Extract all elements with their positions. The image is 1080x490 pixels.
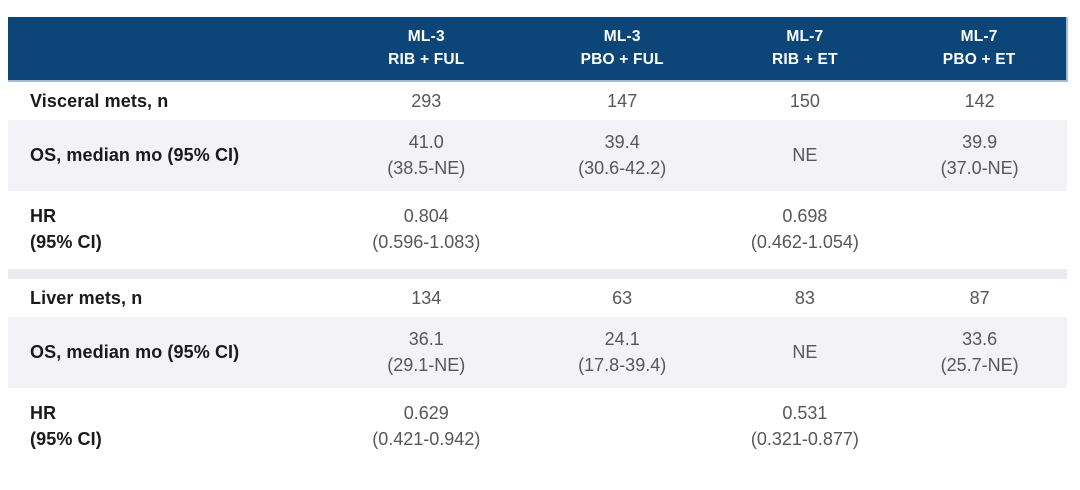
header-cell-ml3-pbo-ful: ML-3 PBO + FUL xyxy=(526,17,718,82)
row-label: HR (95% CI) xyxy=(8,388,326,466)
table-cell-empty xyxy=(527,191,718,269)
table-cell: 87 xyxy=(969,288,990,308)
table-cell: 0.531 (0.321-0.877) xyxy=(718,388,893,466)
table-cell: 150 xyxy=(789,91,820,111)
ci-value: (0.596-1.083) xyxy=(372,232,481,252)
trial-name: ML-7 xyxy=(786,28,824,45)
arm-name: PBO + FUL xyxy=(580,51,664,68)
section-separator xyxy=(8,269,1067,279)
outcomes-table-container: ML-3 RIB + FUL ML-3 PBO + FUL ML-7 RIB +… xyxy=(8,17,1068,466)
median-value: 41.0 xyxy=(408,132,444,152)
ci-value: (17.8-39.4) xyxy=(578,355,667,375)
row-label: HR (95% CI) xyxy=(8,191,326,269)
hr-label: HR xyxy=(30,206,57,226)
row-label: OS, median mo (95% CI) xyxy=(8,317,326,388)
table-cell: 63 xyxy=(612,288,633,308)
table-cell: 142 xyxy=(964,91,995,111)
table-cell: 0.698 (0.462-1.054) xyxy=(718,191,893,269)
hr-label: HR xyxy=(30,403,57,423)
ci-value: (0.321-0.877) xyxy=(750,429,859,449)
table-cell: 36.1 (29.1-NE) xyxy=(325,317,527,388)
table-row-liver-hr: HR (95% CI) 0.629 (0.421-0.942) 0.531 (0… xyxy=(8,388,1067,466)
header-cell-ml3-rib-ful: ML-3 RIB + FUL xyxy=(325,17,527,82)
table-row-liver-os: OS, median mo (95% CI) 36.1 (29.1-NE) 24… xyxy=(8,317,1067,388)
ci-value: (0.421-0.942) xyxy=(372,429,481,449)
table-cell: 33.6 (25.7-NE) xyxy=(892,317,1067,388)
ci-value: (25.7-NE) xyxy=(940,355,1019,375)
median-value: 39.9 xyxy=(962,132,998,152)
table-cell: 293 xyxy=(411,91,442,111)
ci-label: (95% CI) xyxy=(30,429,102,449)
hr-value: 0.629 xyxy=(403,403,449,423)
table-cell: NE xyxy=(717,317,893,388)
ci-label: (95% CI) xyxy=(30,232,102,252)
median-value: NE xyxy=(792,342,818,362)
table-cell: 83 xyxy=(794,288,815,308)
os-outcomes-table: ML-3 RIB + FUL ML-3 PBO + FUL ML-7 RIB +… xyxy=(8,17,1068,466)
table-cell: 24.1 (17.8-39.4) xyxy=(526,317,718,388)
row-label: Liver mets, n xyxy=(30,288,143,308)
table-cell-empty xyxy=(892,191,1067,269)
header-cell-ml7-pbo-et: ML-7 PBO + ET xyxy=(892,17,1068,82)
hr-value: 0.804 xyxy=(403,206,449,226)
table-cell: 0.804 (0.596-1.083) xyxy=(326,191,527,269)
hr-value: 0.531 xyxy=(782,403,828,423)
hr-value: 0.698 xyxy=(782,206,828,226)
ci-value: (38.5-NE) xyxy=(387,158,466,178)
row-label: Visceral mets, n xyxy=(30,91,169,111)
median-value: 24.1 xyxy=(604,329,640,349)
table-cell-empty xyxy=(527,388,718,466)
ci-value: (0.462-1.054) xyxy=(750,232,859,252)
trial-name: ML-7 xyxy=(960,28,998,45)
median-value: NE xyxy=(792,145,818,165)
trial-name: ML-3 xyxy=(407,28,445,45)
header-corner-cell xyxy=(8,17,326,82)
median-value: 39.4 xyxy=(604,132,640,152)
table-cell: 41.0 (38.5-NE) xyxy=(325,120,527,191)
table-cell: 39.4 (30.6-42.2) xyxy=(526,120,718,191)
header-cell-ml7-rib-et: ML-7 RIB + ET xyxy=(717,17,893,82)
table-row-visceral-os: OS, median mo (95% CI) 41.0 (38.5-NE) 39… xyxy=(8,120,1067,191)
table-cell: 134 xyxy=(411,288,442,308)
table-cell: 0.629 (0.421-0.942) xyxy=(326,388,527,466)
ci-value: (29.1-NE) xyxy=(387,355,466,375)
median-value: 36.1 xyxy=(408,329,444,349)
table-cell-empty xyxy=(892,388,1067,466)
table-row-liver-n: Liver mets, n 134 63 83 87 xyxy=(8,279,1067,317)
table-cell: 39.9 (37.0-NE) xyxy=(892,120,1067,191)
row-label: OS, median mo (95% CI) xyxy=(8,120,326,191)
table-cell: 147 xyxy=(607,91,638,111)
separator-band xyxy=(8,269,1067,279)
table-row-visceral-n: Visceral mets, n 293 147 150 142 xyxy=(8,81,1067,120)
table-row-visceral-hr: HR (95% CI) 0.804 (0.596-1.083) 0.698 (0… xyxy=(8,191,1067,269)
ci-value: (30.6-42.2) xyxy=(578,158,667,178)
arm-name: RIB + FUL xyxy=(388,51,465,68)
arm-name: PBO + ET xyxy=(942,51,1016,68)
trial-name: ML-3 xyxy=(603,28,641,45)
ci-value: (37.0-NE) xyxy=(940,158,1019,178)
table-cell: NE xyxy=(717,120,893,191)
table-header-row: ML-3 RIB + FUL ML-3 PBO + FUL ML-7 RIB +… xyxy=(8,17,1068,82)
arm-name: RIB + ET xyxy=(771,51,838,68)
median-value: 33.6 xyxy=(962,329,998,349)
